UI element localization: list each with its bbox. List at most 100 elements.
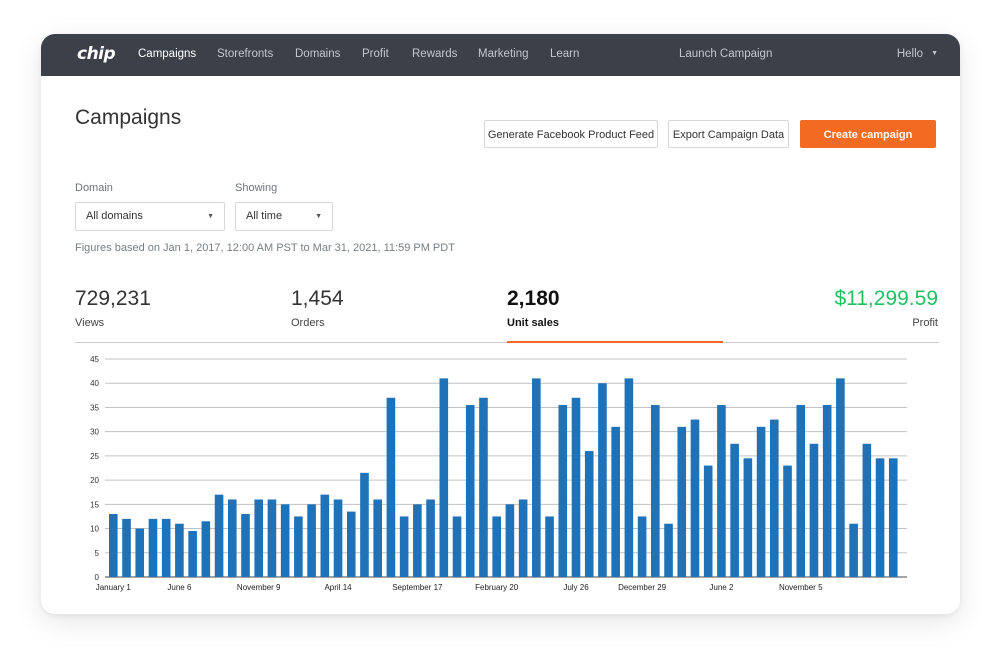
y-tick-label: 30	[90, 428, 99, 437]
bar	[109, 514, 118, 577]
y-tick-label: 25	[90, 452, 99, 461]
bar	[598, 383, 607, 577]
y-tick-label: 15	[90, 500, 99, 509]
bar	[545, 516, 554, 577]
stat-orders-value: 1,454	[291, 287, 344, 310]
nav-learn[interactable]: Learn	[550, 48, 580, 60]
y-tick-label: 0	[95, 573, 100, 582]
x-tick-label: December 29	[618, 583, 667, 592]
nav-launch-campaign[interactable]: Launch Campaign	[679, 48, 773, 60]
x-tick-label: September 17	[392, 583, 443, 592]
bar	[690, 419, 700, 577]
bar	[862, 443, 872, 577]
bar	[346, 511, 356, 577]
chevron-down-icon: ▼	[931, 50, 938, 57]
bar	[770, 419, 779, 577]
bar	[677, 426, 687, 577]
bar	[809, 443, 819, 577]
bar	[333, 499, 343, 577]
bar	[413, 504, 422, 577]
y-tick-label: 5	[95, 549, 100, 558]
x-tick-label: February 20	[475, 583, 519, 592]
stat-unit-sales[interactable]: 2,180 Unit sales	[507, 287, 560, 329]
domain-select[interactable]: All domains ▼	[75, 202, 225, 231]
unit-sales-bar-chart: 0 5 10 15 20 25 30 35 40 45 January 1 June 6 Novembe…	[90, 355, 907, 592]
bar	[651, 405, 660, 577]
bar	[188, 530, 197, 577]
nav-domains[interactable]: Domains	[295, 48, 341, 60]
stat-orders-label: Orders	[291, 317, 325, 329]
bar	[756, 426, 766, 577]
export-campaign-data-button[interactable]: Export Campaign Data	[668, 120, 789, 148]
bar	[624, 378, 634, 577]
stat-views-value: 729,231	[75, 287, 151, 310]
bar	[571, 397, 581, 577]
chevron-down-icon: ▼	[207, 213, 214, 220]
bar	[888, 458, 898, 577]
bar	[717, 405, 726, 577]
top-nav: chip Campaigns Storefronts Domains Profi…	[41, 34, 960, 76]
bar	[122, 518, 131, 577]
page-title: Campaigns	[75, 106, 182, 129]
selected-stat-indicator	[507, 341, 723, 343]
bar	[175, 523, 184, 577]
nav-marketing[interactable]: Marketing	[478, 48, 529, 60]
bar	[320, 494, 330, 577]
x-tick-label: January 1	[96, 583, 132, 592]
bar	[703, 465, 713, 577]
x-tick-label: June 6	[167, 583, 192, 592]
domain-select-value: All domains	[86, 210, 143, 222]
bar	[267, 499, 277, 577]
bar	[135, 528, 145, 577]
bar	[611, 426, 620, 577]
stat-profit-value: $11,299.59	[834, 287, 938, 310]
bar	[227, 499, 237, 577]
showing-select-value: All time	[246, 210, 283, 222]
bar	[730, 443, 739, 577]
create-campaign-button[interactable]: Create campaign	[800, 120, 936, 148]
bar	[439, 378, 449, 577]
stat-profit-label: Profit	[912, 317, 938, 329]
nav-storefronts[interactable]: Storefronts	[217, 48, 274, 60]
bar	[452, 516, 462, 577]
nav-profit[interactable]: Profit	[362, 48, 389, 60]
stat-profit[interactable]: $11,299.59 Profit	[834, 287, 938, 329]
figures-date-range: Figures based on Jan 1, 2017, 12:00 AM P…	[75, 242, 455, 254]
bar	[399, 516, 409, 577]
chevron-down-icon: ▼	[315, 213, 322, 220]
bar	[637, 516, 647, 577]
user-menu[interactable]: Hello ▼	[897, 48, 938, 60]
y-tick-label: 35	[90, 403, 99, 412]
y-tick-label: 40	[90, 379, 99, 388]
x-tick-label: November 5	[779, 583, 823, 592]
y-tick-label: 10	[90, 525, 99, 534]
x-tick-label: July 26	[563, 583, 589, 592]
nav-campaigns[interactable]: Campaigns	[138, 48, 197, 60]
nav-rewards[interactable]: Rewards	[412, 48, 458, 60]
bar	[558, 405, 568, 577]
bar	[875, 458, 885, 577]
bar	[505, 504, 515, 577]
app-window: chip Campaigns Storefronts Domains Profi…	[41, 34, 960, 614]
bar	[518, 499, 528, 577]
domain-label: Domain	[75, 182, 113, 194]
bar	[783, 465, 792, 577]
bar	[743, 458, 753, 577]
bar	[280, 504, 290, 577]
bar	[584, 451, 594, 577]
bar	[532, 378, 541, 577]
bar	[161, 518, 171, 577]
showing-select[interactable]: All time ▼	[235, 202, 333, 231]
bar	[664, 523, 673, 577]
stat-unit-sales-value: 2,180	[507, 287, 560, 310]
showing-label: Showing	[235, 182, 278, 194]
stat-orders[interactable]: 1,454 Orders	[291, 287, 344, 329]
generate-facebook-feed-button[interactable]: Generate Facebook Product Feed	[484, 120, 658, 148]
stat-views[interactable]: 729,231 Views	[75, 287, 151, 329]
bar	[836, 378, 845, 577]
bar	[214, 494, 224, 577]
bar	[822, 405, 832, 577]
chip-logo[interactable]: chip	[77, 44, 116, 64]
bar	[465, 405, 475, 577]
bar	[360, 472, 369, 577]
